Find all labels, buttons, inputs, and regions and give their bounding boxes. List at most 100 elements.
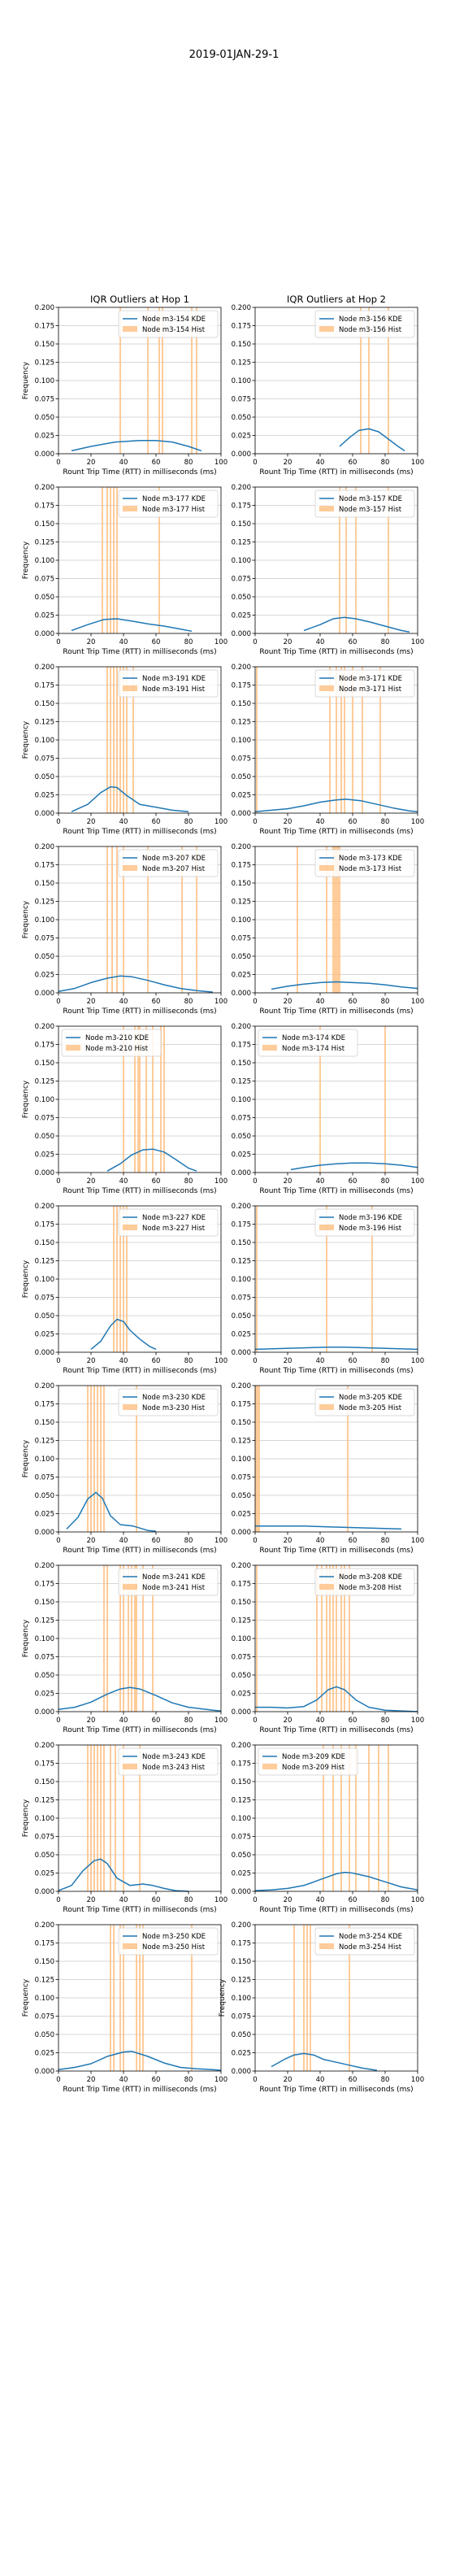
y-tick-label: 0.000 <box>35 1708 54 1717</box>
legend-hist-swatch <box>319 1225 334 1230</box>
hist-bar <box>102 487 103 633</box>
y-tick-label: 0.050 <box>35 594 54 602</box>
y-tick-label: 0.050 <box>232 1852 251 1860</box>
legend: Node m3-191 KDE Node m3-191 Hist <box>118 669 219 698</box>
hist-bar <box>147 846 149 993</box>
legend-box <box>314 1927 415 1956</box>
legend-box <box>314 1568 415 1596</box>
x-tick-label: 80 <box>381 1717 390 1725</box>
y-tick-label: 0.125 <box>232 719 251 727</box>
hist-bar <box>360 307 362 454</box>
subplot-18: 0.000 0.025 0.050 0.075 0.100 0.125 0.150 0.175… <box>232 1742 424 1914</box>
hist-bar <box>139 1745 141 1891</box>
axes-frame <box>254 1385 418 1533</box>
y-tick-label: 0.125 <box>35 1797 54 1805</box>
y-tick-label: 0.175 <box>35 1940 54 1948</box>
legend-kde-label: Node m3-191 KDE <box>142 675 206 683</box>
hist-bar <box>123 1745 124 1891</box>
x-tick-label: 100 <box>214 1717 228 1725</box>
y-tick-label: 0.175 <box>232 503 251 511</box>
legend-hist-swatch <box>262 1045 277 1051</box>
y-tick-label: 0.050 <box>232 1312 251 1321</box>
y-tick-label: 0.200 <box>35 843 54 851</box>
axes-frame <box>58 666 222 814</box>
legend-kde-label: Node m3-157 KDE <box>339 495 402 503</box>
y-tick-label: 0.100 <box>35 1096 54 1104</box>
x-axis-label: Rount Trip Time (RTT) in milliseconds (m… <box>259 1367 413 1375</box>
x-axis-label: Rount Trip Time (RTT) in milliseconds (m… <box>63 648 216 656</box>
x-tick-label: 100 <box>411 1896 424 1904</box>
y-tick-label: 0.150 <box>35 880 54 888</box>
y-tick-label: 0.050 <box>35 1312 54 1321</box>
x-tick-label: 60 <box>349 818 358 826</box>
x-tick-label: 20 <box>87 1537 96 1545</box>
x-tick-label: 100 <box>214 1357 228 1365</box>
x-axis-label: Rount Trip Time (RTT) in milliseconds (m… <box>259 1726 413 1734</box>
x-tick-label: 60 <box>349 998 358 1006</box>
y-tick-label: 0.025 <box>35 1690 54 1699</box>
x-axis-label: Rount Trip Time (RTT) in milliseconds (m… <box>63 1547 216 1555</box>
x-tick-label: 80 <box>184 638 193 646</box>
y-tick-label: 0.175 <box>232 1401 251 1409</box>
hist-bar <box>316 1565 318 1712</box>
y-tick-label: 0.075 <box>35 935 54 943</box>
hist-bar <box>306 1925 308 2071</box>
hist-bar <box>97 1386 98 1532</box>
x-tick-label: 60 <box>152 459 161 467</box>
hist-bar <box>115 1745 116 1891</box>
subplot-title: IQR Outliers at Hop 2 <box>287 294 386 305</box>
hist-bar <box>388 307 389 454</box>
x-tick-label: 0 <box>253 1357 257 1365</box>
y-tick-label: 0.050 <box>232 773 251 781</box>
hist-bar <box>162 307 163 454</box>
hist-bar <box>371 1206 373 1352</box>
y-tick-label: 0.050 <box>232 1133 251 1141</box>
subplot-13: 0.000 0.025 0.050 0.075 0.100 0.125 0.150 0.175… <box>22 1382 228 1555</box>
legend-hist-swatch <box>123 506 137 511</box>
legend-box <box>258 1747 358 1776</box>
y-tick-label: 0.200 <box>35 304 54 312</box>
x-tick-label: 60 <box>349 1177 358 1186</box>
subplot-4: 0.000 0.025 0.050 0.075 0.100 0.125 0.150 0.175… <box>232 484 424 656</box>
hist-bar <box>106 1565 108 1712</box>
hist-bar <box>123 846 124 993</box>
x-tick-label: 40 <box>316 1357 325 1365</box>
kde-line <box>90 1318 157 1351</box>
y-tick-label: 0.125 <box>232 1797 251 1805</box>
x-tick-label: 0 <box>253 1717 257 1725</box>
x-tick-label: 0 <box>253 638 257 646</box>
hist-bar <box>355 487 357 633</box>
y-tick-label: 0.025 <box>232 433 251 441</box>
subplot-2: IQR Outliers at Hop 2 0.000 0.025 0.050 0.07… <box>232 294 424 476</box>
y-tick-label: 0.175 <box>35 1221 54 1229</box>
hist-bar <box>329 667 331 813</box>
hist-bar <box>142 1925 144 2071</box>
legend-hist-label: Node m3-174 Hist <box>282 1045 345 1053</box>
y-tick-label: 0.100 <box>35 1456 54 1464</box>
legend-hist-label: Node m3-205 Hist <box>339 1404 402 1412</box>
y-tick-label: 0.025 <box>232 1151 251 1160</box>
x-tick-label: 80 <box>381 998 390 1006</box>
x-tick-label: 100 <box>411 1357 424 1365</box>
x-tick-label: 60 <box>152 1717 161 1725</box>
hist-bar <box>257 1386 258 1532</box>
hist-bar <box>191 307 193 454</box>
y-tick-label: 0.000 <box>35 810 54 818</box>
y-tick-label: 0.125 <box>35 1617 54 1625</box>
axes-frame <box>58 1564 222 1712</box>
y-tick-label: 0.075 <box>232 1474 251 1482</box>
hist-bar <box>256 1565 258 1712</box>
x-tick-label: 100 <box>214 998 228 1006</box>
y-tick-label: 0.000 <box>35 630 54 638</box>
x-tick-label: 40 <box>316 818 325 826</box>
y-tick-label: 0.050 <box>232 414 251 422</box>
y-tick-label: 0.000 <box>232 2068 251 2076</box>
hist-bar <box>110 487 111 633</box>
x-tick-label: 20 <box>284 1537 292 1545</box>
x-tick-label: 100 <box>214 1177 228 1186</box>
y-tick-label: 0.100 <box>232 557 251 565</box>
x-tick-label: 20 <box>87 1177 96 1186</box>
legend: Node m3-154 KDE Node m3-154 Hist <box>118 310 219 338</box>
legend-hist-swatch <box>123 1404 137 1410</box>
x-tick-label: 20 <box>87 818 96 826</box>
